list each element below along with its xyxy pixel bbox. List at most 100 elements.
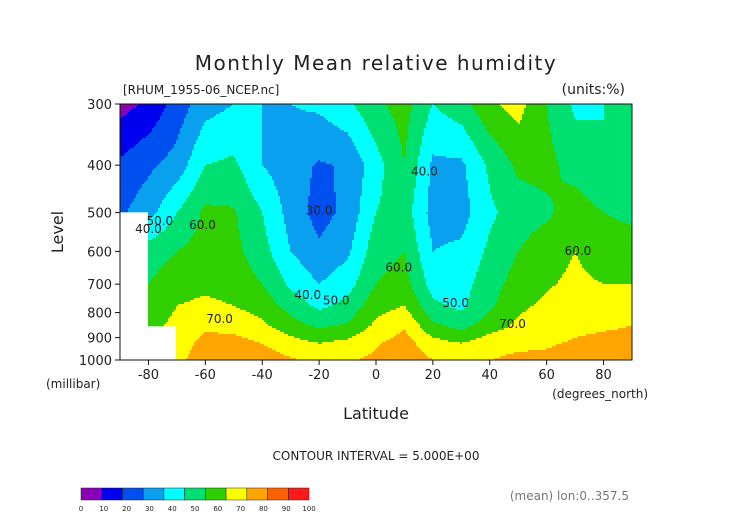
contour-cell: [148, 140, 150, 142]
contour-cell: [134, 110, 136, 112]
contour-cell: [176, 288, 178, 290]
contour-cell: [170, 280, 172, 282]
contour-cell: [216, 272, 218, 274]
contour-cell: [134, 196, 136, 198]
contour-cell: [186, 170, 188, 172]
contour-cell: [172, 284, 174, 286]
contour-cell: [182, 218, 184, 220]
contour-cell: [200, 154, 202, 156]
contour-cell: [208, 298, 210, 300]
contour-cell: [168, 122, 170, 124]
contour-cell: [210, 142, 212, 144]
contour-cell: [176, 298, 178, 300]
contour-cell: [126, 190, 128, 192]
contour-cell: [126, 124, 128, 126]
contour-cell: [184, 246, 186, 248]
contour-cell: [160, 248, 162, 250]
contour-cell: [184, 182, 186, 184]
contour-cell: [162, 174, 164, 176]
contour-cell: [212, 136, 214, 138]
contour-cell: [196, 150, 198, 152]
contour-cell: [186, 252, 188, 254]
contour-cell: [178, 112, 180, 114]
contour-cell: [178, 212, 180, 214]
contour-cell: [212, 278, 214, 280]
contour-cell: [164, 258, 166, 260]
contour-cell: [186, 350, 188, 352]
contour-cell: [210, 346, 212, 348]
contour-cell: [146, 110, 148, 112]
contour-cell: [148, 136, 150, 138]
contour-cell: [190, 182, 192, 184]
contour-cell: [140, 206, 142, 208]
contour-cell: [150, 206, 152, 208]
contour-cell: [214, 110, 216, 112]
contour-cell: [214, 300, 216, 302]
contour-cell: [186, 194, 188, 196]
contour-cell: [188, 124, 190, 126]
contour-cell: [160, 198, 162, 200]
contour-cell: [178, 166, 180, 168]
contour-cell: [128, 196, 130, 198]
contour-cell: [174, 150, 176, 152]
contour-cell: [198, 130, 200, 132]
contour-cell: [200, 158, 202, 160]
contour-cell: [148, 264, 150, 266]
contour-cell: [206, 298, 208, 300]
contour-cell: [210, 204, 212, 206]
contour-cell: [174, 142, 176, 144]
contour-cell: [214, 346, 216, 348]
contour-cell: [136, 112, 138, 114]
contour-cell: [154, 132, 156, 134]
contour-cell: [174, 234, 176, 236]
contour-cell: [190, 338, 192, 340]
contour-cell: [144, 112, 146, 114]
contour-cell: [208, 256, 210, 258]
contour-cell: [126, 164, 128, 166]
contour-cell: [196, 166, 198, 168]
contour-cell: [192, 152, 194, 154]
contour-cell: [178, 334, 180, 336]
contour-cell: [186, 306, 188, 308]
contour-cell: [122, 130, 124, 132]
contour-cell: [174, 112, 176, 114]
contour-cell: [158, 264, 160, 266]
contour-cell: [202, 144, 204, 146]
contour-cell: [162, 160, 164, 162]
contour-cell: [186, 208, 188, 210]
contour-cell: [128, 148, 130, 150]
contour-cell: [164, 164, 166, 166]
contour-cell: [144, 132, 146, 134]
contour-cell: [184, 334, 186, 336]
contour-cell: [186, 166, 188, 168]
contour-cell: [164, 320, 166, 322]
contour-cell: [178, 164, 180, 166]
contour-cell: [160, 292, 162, 294]
contour-cell: [126, 150, 128, 152]
contour-cell: [170, 246, 172, 248]
contour-cell: [138, 142, 140, 144]
contour-cell: [154, 256, 156, 258]
contour-cell: [184, 106, 186, 108]
contour-cell: [190, 248, 192, 250]
contour-cell: [178, 128, 180, 130]
contour-cell: [174, 220, 176, 222]
contour-cell: [174, 224, 176, 226]
contour-cell: [172, 310, 174, 312]
contour-cell: [212, 276, 214, 278]
contour-cell: [178, 148, 180, 150]
contour-cell: [172, 162, 174, 164]
contour-cell: [172, 292, 174, 294]
contour-cell: [166, 128, 168, 130]
contour-cell: [198, 176, 200, 178]
contour-cell: [188, 250, 190, 252]
contour-cell: [168, 316, 170, 318]
contour-cell: [194, 170, 196, 172]
contour-cell: [170, 242, 172, 244]
contour-cell: [146, 150, 148, 152]
contour-cell: [204, 210, 206, 212]
contour-cell: [150, 268, 152, 270]
contour-cell: [170, 152, 172, 154]
contour-cell: [154, 248, 156, 250]
contour-cell: [204, 140, 206, 142]
